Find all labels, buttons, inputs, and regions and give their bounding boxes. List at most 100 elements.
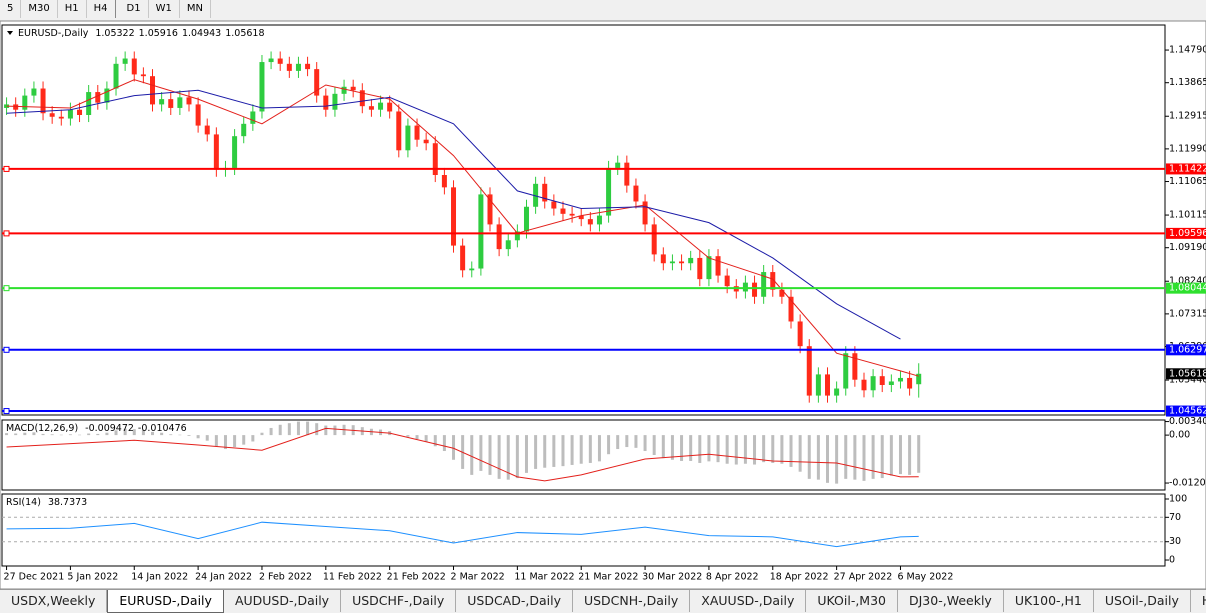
y-tick-label: 1.11065 — [1169, 176, 1206, 187]
candle-body — [596, 215, 602, 225]
candle-body — [888, 381, 894, 385]
macd-bar — [233, 435, 237, 448]
chart-tab[interactable]: AUDUSD-,Daily — [224, 590, 342, 612]
level-label: 1.08044 — [1169, 283, 1206, 294]
candle-body — [523, 206, 529, 232]
macd-bar — [5, 433, 9, 436]
x-tick-label: 11 Mar 2022 — [514, 572, 574, 583]
candle-body — [761, 272, 767, 297]
macd-bar — [816, 435, 820, 480]
macd-bar — [78, 434, 82, 436]
candle-body — [907, 377, 913, 389]
y-tick-label: 1.05440 — [1169, 375, 1206, 386]
macd-bar — [917, 435, 921, 473]
y-tick-label: 1.09190 — [1169, 242, 1206, 253]
candle-body — [268, 58, 274, 63]
chart-tab[interactable]: UK100-,H1 — [1004, 590, 1094, 612]
macd-bar — [442, 435, 446, 452]
candle-body — [770, 272, 776, 290]
macd-bar — [871, 435, 875, 479]
y-tick-label: 1.10115 — [1169, 210, 1206, 221]
y-tick-label: 0.003406 — [1169, 416, 1206, 427]
macd-bar — [424, 435, 428, 442]
macd-bar — [151, 431, 155, 436]
y-tick-label: 0 — [1169, 555, 1175, 566]
chart-tabs: USDX,Weekly EURUSD-,Daily AUDUSD-,Daily USD… — [0, 589, 1206, 613]
timeframe-button[interactable]: MN — [180, 0, 211, 18]
macd-bar — [32, 432, 36, 436]
candle-body — [113, 63, 119, 89]
candle-body — [432, 143, 438, 175]
chart-tab[interactable]: DJ30-,Weekly — [898, 590, 1004, 612]
level-label-bg — [1166, 227, 1206, 239]
candle-body — [77, 109, 83, 115]
indicator-line — [6, 89, 901, 340]
chart-tab[interactable]: USOil-,Daily — [1094, 590, 1191, 612]
y-tick-label: 30 — [1169, 536, 1181, 547]
candle-body — [569, 213, 575, 216]
candle-body — [642, 201, 648, 225]
x-tick-label: 14 Jan 2022 — [131, 572, 188, 583]
macd-bar — [689, 435, 693, 461]
level-handle — [3, 346, 10, 353]
candle-body — [669, 261, 675, 264]
x-tick-label: 5 Jan 2022 — [67, 572, 118, 583]
timeframe-button[interactable]: H1 — [58, 0, 87, 18]
candle-body — [104, 88, 110, 103]
macd-bar — [59, 434, 63, 436]
chart-tab[interactable]: USDCHF-,Daily — [341, 590, 457, 612]
level-handle — [3, 285, 10, 292]
header-arrow — [7, 31, 13, 35]
x-tick-label: 21 Feb 2022 — [387, 572, 446, 583]
timeframe-button[interactable]: D1 — [120, 0, 149, 18]
macd-bar — [497, 435, 501, 479]
chart-tab[interactable]: EURUSD-,Daily — [107, 590, 224, 613]
candle-body — [186, 97, 192, 105]
header-value: 38.7373 — [48, 497, 87, 508]
candle-body — [797, 321, 803, 347]
indicator-line — [6, 427, 919, 482]
macd-bar — [415, 435, 419, 440]
panel-title: RSI(14) — [6, 497, 41, 508]
timeframe-button[interactable]: 5 — [0, 0, 22, 18]
candle-body — [350, 86, 356, 91]
candle-body — [204, 125, 210, 135]
macd-bar — [771, 435, 775, 463]
candle-body — [706, 256, 712, 280]
chart-tab[interactable]: USDCNH-,Daily — [573, 590, 691, 612]
chart-tab[interactable]: UKOil-,M30 — [806, 590, 898, 612]
macd-bar — [670, 435, 674, 460]
level-label: 1.09596 — [1169, 228, 1206, 239]
macd-bar — [96, 433, 100, 436]
chart-tab[interactable]: HK50-,H — [1191, 590, 1206, 612]
x-tick-label: 30 Mar 2022 — [642, 572, 702, 583]
candle-body — [387, 102, 393, 112]
timeframe-button[interactable]: H4 — [87, 0, 116, 18]
timeframe-button[interactable]: W1 — [149, 0, 180, 18]
macd-bar — [753, 435, 757, 465]
candle-body — [58, 116, 64, 119]
macd-bar — [324, 425, 328, 436]
candle-body — [742, 282, 748, 292]
candle-body — [496, 224, 502, 250]
macd-bar — [515, 435, 519, 479]
timeframe-button[interactable]: M30 — [21, 0, 58, 18]
header-value: 1.05322 — [95, 28, 134, 39]
level-label-bg — [1166, 344, 1206, 356]
level-handle — [3, 165, 10, 172]
macd-bar — [826, 435, 830, 483]
header-value: 1.05916 — [139, 28, 178, 39]
chart-tab[interactable]: USDCAD-,Daily — [456, 590, 573, 612]
macd-bar — [889, 435, 893, 476]
y-tick-label: 1.08240 — [1169, 276, 1206, 287]
macd-bar — [187, 435, 191, 436]
candle-body — [241, 123, 247, 137]
chart-tab[interactable]: USDX,Weekly — [0, 590, 108, 612]
x-tick-label: 27 Apr 2022 — [834, 572, 893, 583]
candle-body — [159, 99, 165, 105]
candle-body — [916, 373, 922, 385]
x-tick-label: 11 Feb 2022 — [323, 572, 382, 583]
macd-bar — [853, 435, 857, 480]
y-tick-label: 70 — [1169, 512, 1181, 523]
chart-tab[interactable]: XAUUSD-,Daily — [690, 590, 807, 612]
